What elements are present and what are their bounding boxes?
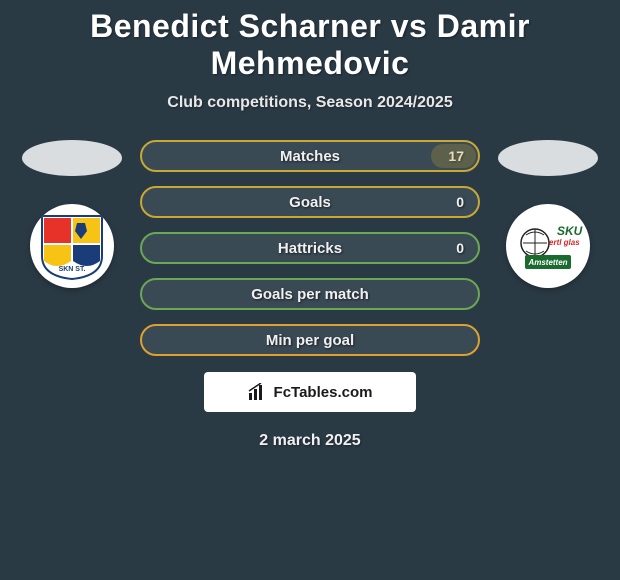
svg-text:ertl glas: ertl glas <box>549 238 580 247</box>
stat-matches-right: 17 <box>448 148 464 164</box>
fctables-label: FcTables.com <box>274 384 373 401</box>
stat-hattricks-label: Hattricks <box>278 240 342 257</box>
stats-area: SKN ST. Matches 17 Goals 0 Hattricks 0 <box>0 140 620 356</box>
skn-stpoelten-logo-icon: SKN ST. <box>37 211 107 281</box>
stat-gpm-label: Goals per match <box>251 286 369 303</box>
bar-chart-icon <box>248 383 268 401</box>
stat-row-mpg: Min per goal <box>140 324 480 356</box>
right-player-photo <box>498 140 598 176</box>
svg-text:SKN ST.: SKN ST. <box>59 266 86 273</box>
stat-row-gpm: Goals per match <box>140 278 480 310</box>
stat-row-goals: Goals 0 <box>140 186 480 218</box>
right-club-badge: SKU ertl glas Amstetten <box>506 204 590 288</box>
stat-row-hattricks: Hattricks 0 <box>140 232 480 264</box>
date-line: 2 march 2025 <box>0 432 620 450</box>
subtitle: Club competitions, Season 2024/2025 <box>0 94 620 112</box>
stat-hattricks-right: 0 <box>456 240 464 256</box>
left-player-photo <box>22 140 122 176</box>
left-player-col: SKN ST. <box>22 140 122 288</box>
comparison-card: Benedict Scharner vs Damir Mehmedovic Cl… <box>0 0 620 450</box>
svg-text:Amstetten: Amstetten <box>527 258 567 267</box>
stat-matches-label: Matches <box>280 148 340 165</box>
stat-row-matches: Matches 17 <box>140 140 480 172</box>
stat-goals-label: Goals <box>289 194 331 211</box>
sku-amstetten-logo-icon: SKU ertl glas Amstetten <box>513 211 583 281</box>
page-title: Benedict Scharner vs Damir Mehmedovic <box>0 8 620 82</box>
right-player-col: SKU ertl glas Amstetten <box>498 140 598 288</box>
fctables-attribution[interactable]: FcTables.com <box>204 372 416 412</box>
svg-text:SKU: SKU <box>557 224 583 238</box>
stat-mpg-label: Min per goal <box>266 332 354 349</box>
left-club-badge: SKN ST. <box>30 204 114 288</box>
stat-goals-right: 0 <box>456 194 464 210</box>
stat-bars: Matches 17 Goals 0 Hattricks 0 Goals per… <box>140 140 480 356</box>
